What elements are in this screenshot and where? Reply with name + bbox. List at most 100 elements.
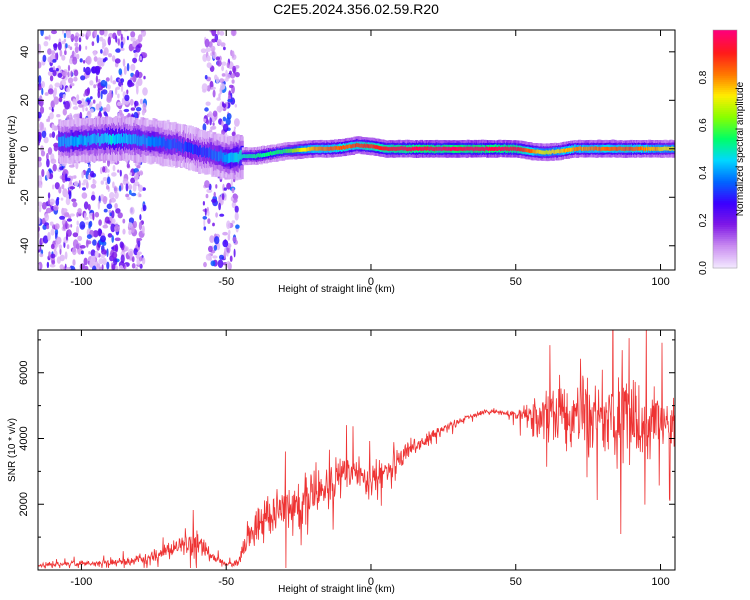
noise-cell [141, 109, 145, 116]
y-tick-label: -20 [19, 189, 31, 205]
noise-cell [137, 184, 143, 192]
noise-cell [38, 216, 41, 225]
noise-cell [137, 238, 141, 248]
noise-cell [101, 89, 108, 95]
colorbar-segment [713, 103, 737, 106]
colorbar-segment [713, 99, 737, 102]
noise-cell [38, 75, 42, 84]
noise-cell [136, 251, 142, 255]
colorbar-tick-label: 0.6 [698, 118, 709, 132]
noise-cell [83, 201, 89, 210]
colorbar-segment [713, 206, 737, 210]
noise-cell [126, 35, 129, 41]
noise-cell [67, 77, 74, 84]
noise-cell [65, 266, 72, 270]
colorbar-segment [713, 176, 737, 180]
noise-cell [53, 145, 59, 152]
noise-cell [116, 86, 120, 90]
colorbar-segment [713, 115, 737, 118]
colorbar-tick-label: 0.0 [698, 261, 709, 275]
noise-cell [211, 198, 217, 203]
noise-cell [229, 84, 234, 89]
noise-cell [226, 62, 230, 69]
noise-cell [57, 72, 63, 78]
colorbar-segment [713, 79, 737, 83]
noise-cell [128, 229, 132, 235]
colorbar-segment [713, 121, 737, 124]
noise-cell [234, 212, 239, 221]
noise-cell [212, 222, 215, 227]
noise-cell [84, 66, 91, 76]
noise-cell [42, 235, 49, 244]
snr-series-line [38, 330, 675, 569]
noise-cell [139, 55, 142, 61]
noise-cell [213, 244, 218, 251]
noise-cell [70, 70, 73, 78]
noise-cell [203, 226, 207, 231]
noise-cell [66, 244, 70, 250]
noise-cell [81, 192, 88, 199]
noise-cell [77, 208, 82, 214]
noise-cell [202, 216, 208, 220]
noise-cell [65, 43, 68, 49]
noise-cell [46, 170, 50, 180]
colorbar-segment [713, 252, 737, 255]
noise-cell [205, 101, 211, 106]
noise-cell [76, 225, 79, 235]
noise-cell [65, 220, 68, 230]
noise-cell [90, 183, 97, 189]
noise-cell [39, 106, 45, 114]
noise-cell [114, 87, 118, 95]
noise-cell [114, 237, 121, 242]
noise-cell [38, 180, 42, 188]
noise-cell [67, 44, 71, 49]
noise-cell [89, 170, 95, 178]
noise-cell [77, 235, 83, 242]
noise-cell [51, 260, 56, 265]
noise-cell [130, 107, 136, 111]
colorbar-segment [713, 266, 737, 269]
noise-cell [86, 234, 92, 240]
noise-cell [216, 39, 222, 46]
noise-cell [130, 63, 136, 72]
noise-cell [104, 57, 108, 61]
noise-cell [100, 235, 106, 243]
colorbar-tick-label: 0.4 [698, 165, 709, 179]
noise-cell [217, 259, 224, 269]
noise-cell [212, 122, 215, 126]
noise-cell [130, 31, 136, 38]
noise-cell [92, 265, 97, 270]
noise-cell [51, 131, 56, 138]
colorbar-segment [713, 202, 737, 206]
noise-cell [112, 164, 116, 172]
noise-cell [74, 35, 79, 43]
noise-cell [53, 96, 59, 105]
noise-cell [84, 88, 90, 97]
noise-cell [112, 181, 115, 189]
noise-cell [215, 76, 220, 84]
figure-title: C2E5.2024.356.02.59.R20 [273, 1, 439, 17]
noise-cell [99, 166, 103, 175]
noise-cell [98, 266, 102, 270]
noise-cell [114, 203, 118, 209]
noise-cell [117, 30, 122, 36]
noise-cell [97, 78, 101, 84]
noise-cell [227, 262, 232, 270]
noise-cell [222, 116, 227, 122]
noise-cell [111, 55, 116, 62]
noise-cell [129, 206, 135, 215]
noise-cell [233, 126, 236, 130]
x-tick-label: 50 [510, 576, 522, 588]
noise-cell [212, 110, 218, 117]
noise-cell [214, 236, 220, 245]
noise-cell [228, 229, 231, 236]
noise-cell [98, 219, 102, 226]
colorbar-segment [713, 262, 737, 265]
colorbar-segment [713, 61, 737, 65]
noise-cell [110, 197, 116, 203]
noise-cell [137, 34, 143, 43]
colorbar-segment [713, 131, 737, 134]
noise-cell [68, 190, 72, 200]
noise-cell [223, 187, 227, 191]
noise-cell [120, 84, 124, 93]
